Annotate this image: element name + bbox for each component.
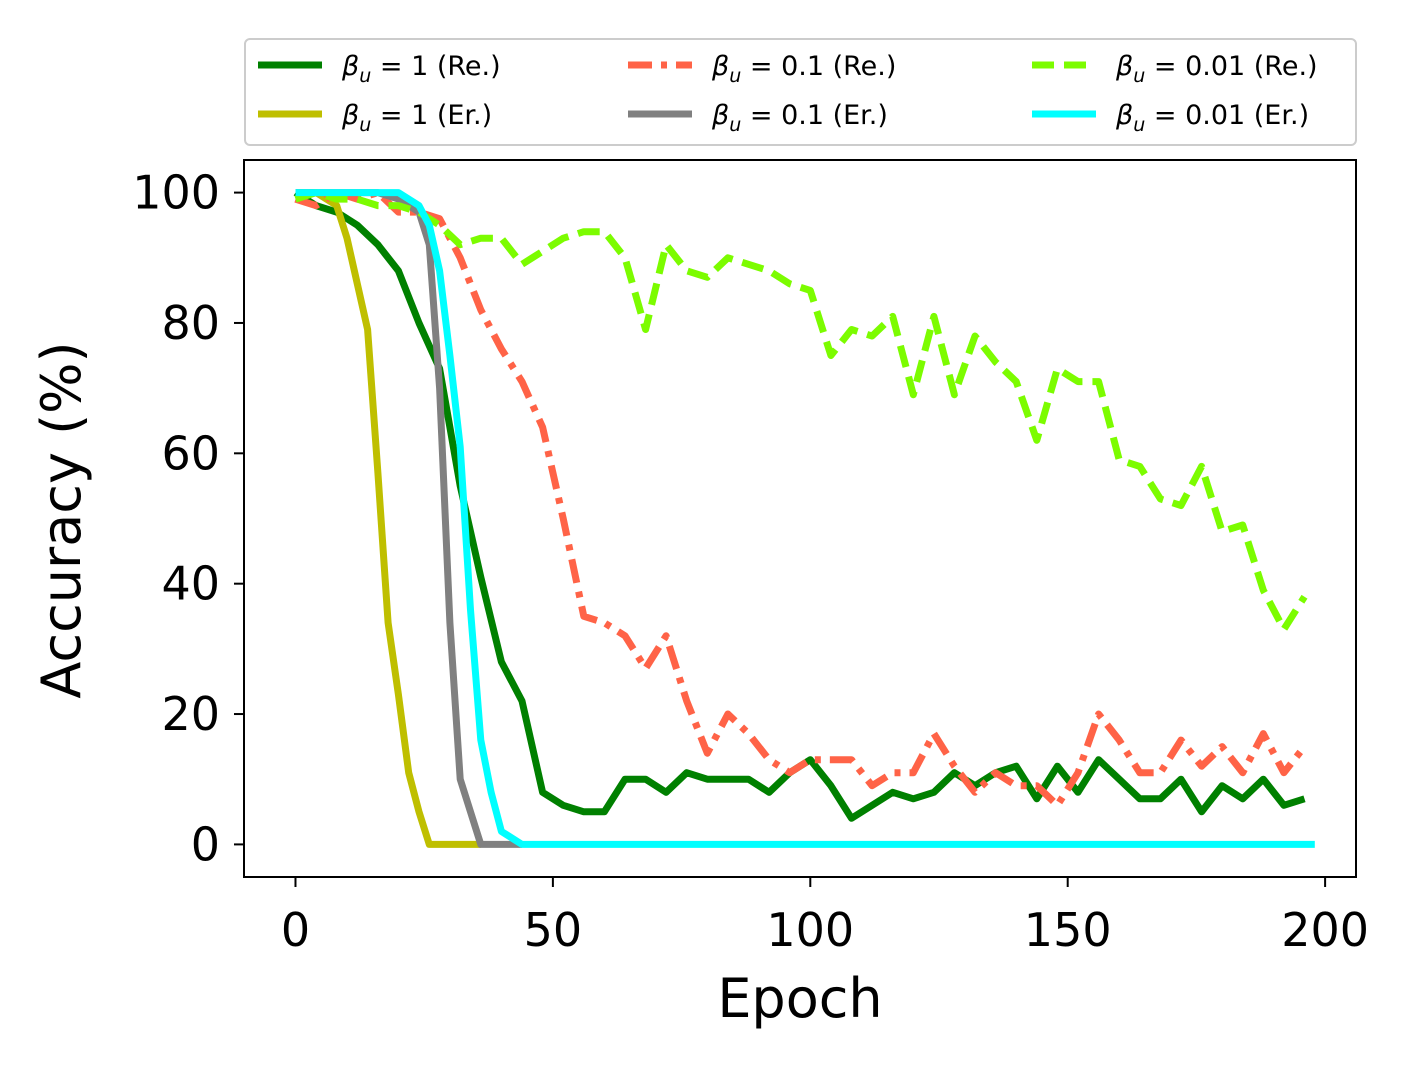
y-tick-label: 80: [161, 296, 220, 350]
series-layer: [293, 189, 1315, 848]
series-line-1: [295, 189, 481, 848]
ticks-layer: 0 50 100 150 200 0 20 40 60 80 100: [132, 166, 1369, 957]
y-tick-label: 60: [161, 426, 220, 480]
legend: βu = 1 (Re.) βu = 0.1 (Re.) βu = 0.01 (Re.…: [244, 38, 1357, 146]
x-axis-title: Epoch: [717, 967, 882, 1030]
series-line-2: [294, 189, 1308, 809]
legend-label-3: βu = 1 (Er.): [341, 100, 492, 136]
x-tick-label: 200: [1281, 903, 1369, 957]
y-tick-label: 40: [161, 557, 220, 611]
y-tick-label: 100: [132, 166, 220, 220]
x-tick-label: 50: [524, 903, 583, 957]
x-tick-label: 150: [1024, 903, 1112, 957]
legend-label-4: βu = 0.1 (Er.): [711, 100, 888, 136]
legend-label-1: βu = 0.1 (Re.): [711, 51, 896, 87]
x-tick-label: 100: [766, 903, 854, 957]
legend-label-2: βu = 0.01 (Re.): [1115, 51, 1318, 87]
y-tick-label: 0: [191, 817, 220, 871]
legend-label-5: βu = 0.01 (Er.): [1115, 100, 1309, 136]
y-axis-title: Accuracy (%): [30, 341, 93, 698]
series-line-4: [294, 189, 1308, 633]
plot-frame: [243, 159, 1357, 878]
x-tick-label: 0: [281, 903, 310, 957]
legend-label-0: βu = 1 (Re.): [341, 51, 501, 87]
y-tick-label: 20: [161, 687, 220, 741]
series-line-5: [295, 189, 1315, 848]
